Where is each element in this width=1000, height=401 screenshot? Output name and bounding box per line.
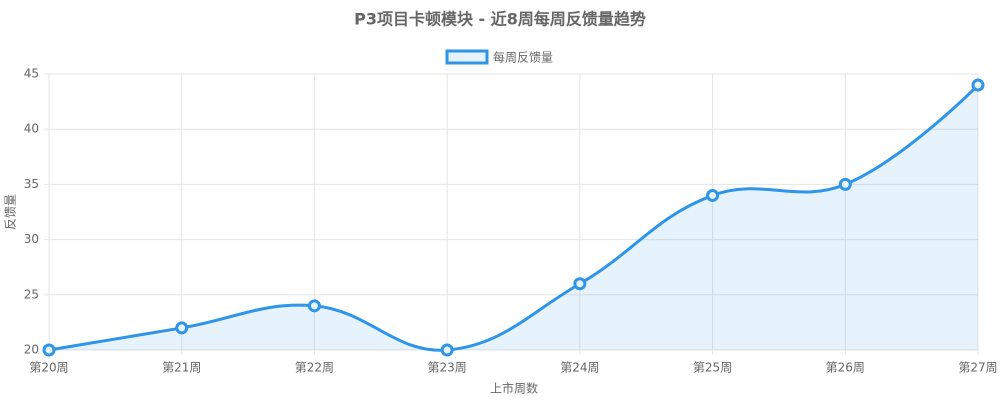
x-tick-label: 第26周 [826,361,865,375]
x-tick-label: 第24周 [560,361,599,375]
x-tick-label: 第22周 [295,361,334,375]
line [48,83,980,352]
legend-label: 每周反馈量 [493,50,553,65]
chart-title: P3项目卡顿模块 - 近8周每周反馈量趋势 [354,10,646,29]
y-tick-label: 25 [24,287,39,301]
y-tick-label: 45 [24,67,39,81]
x-tick-label: 第20周 [29,361,68,375]
area [49,85,978,351]
y-tick-label: 20 [24,343,39,357]
point [706,188,720,202]
y-tick-label: 40 [24,122,39,136]
x-tick-label: 第21周 [162,361,201,375]
point [307,299,321,313]
y-tick-label: 35 [24,177,39,191]
point [440,343,454,357]
x-tick-label: 第23周 [428,361,467,375]
legend-swatch [445,49,489,65]
x-tick-label: 第27周 [958,361,997,375]
y-tick-label: 30 [24,232,39,246]
point [573,277,587,291]
point [42,343,56,357]
x-tick-label: 第25周 [693,361,732,375]
point [838,177,852,191]
point [971,78,985,92]
y-axis-title: 反馈量 [4,194,18,230]
point [175,321,189,335]
x-axis-title: 上市周数 [490,381,538,396]
